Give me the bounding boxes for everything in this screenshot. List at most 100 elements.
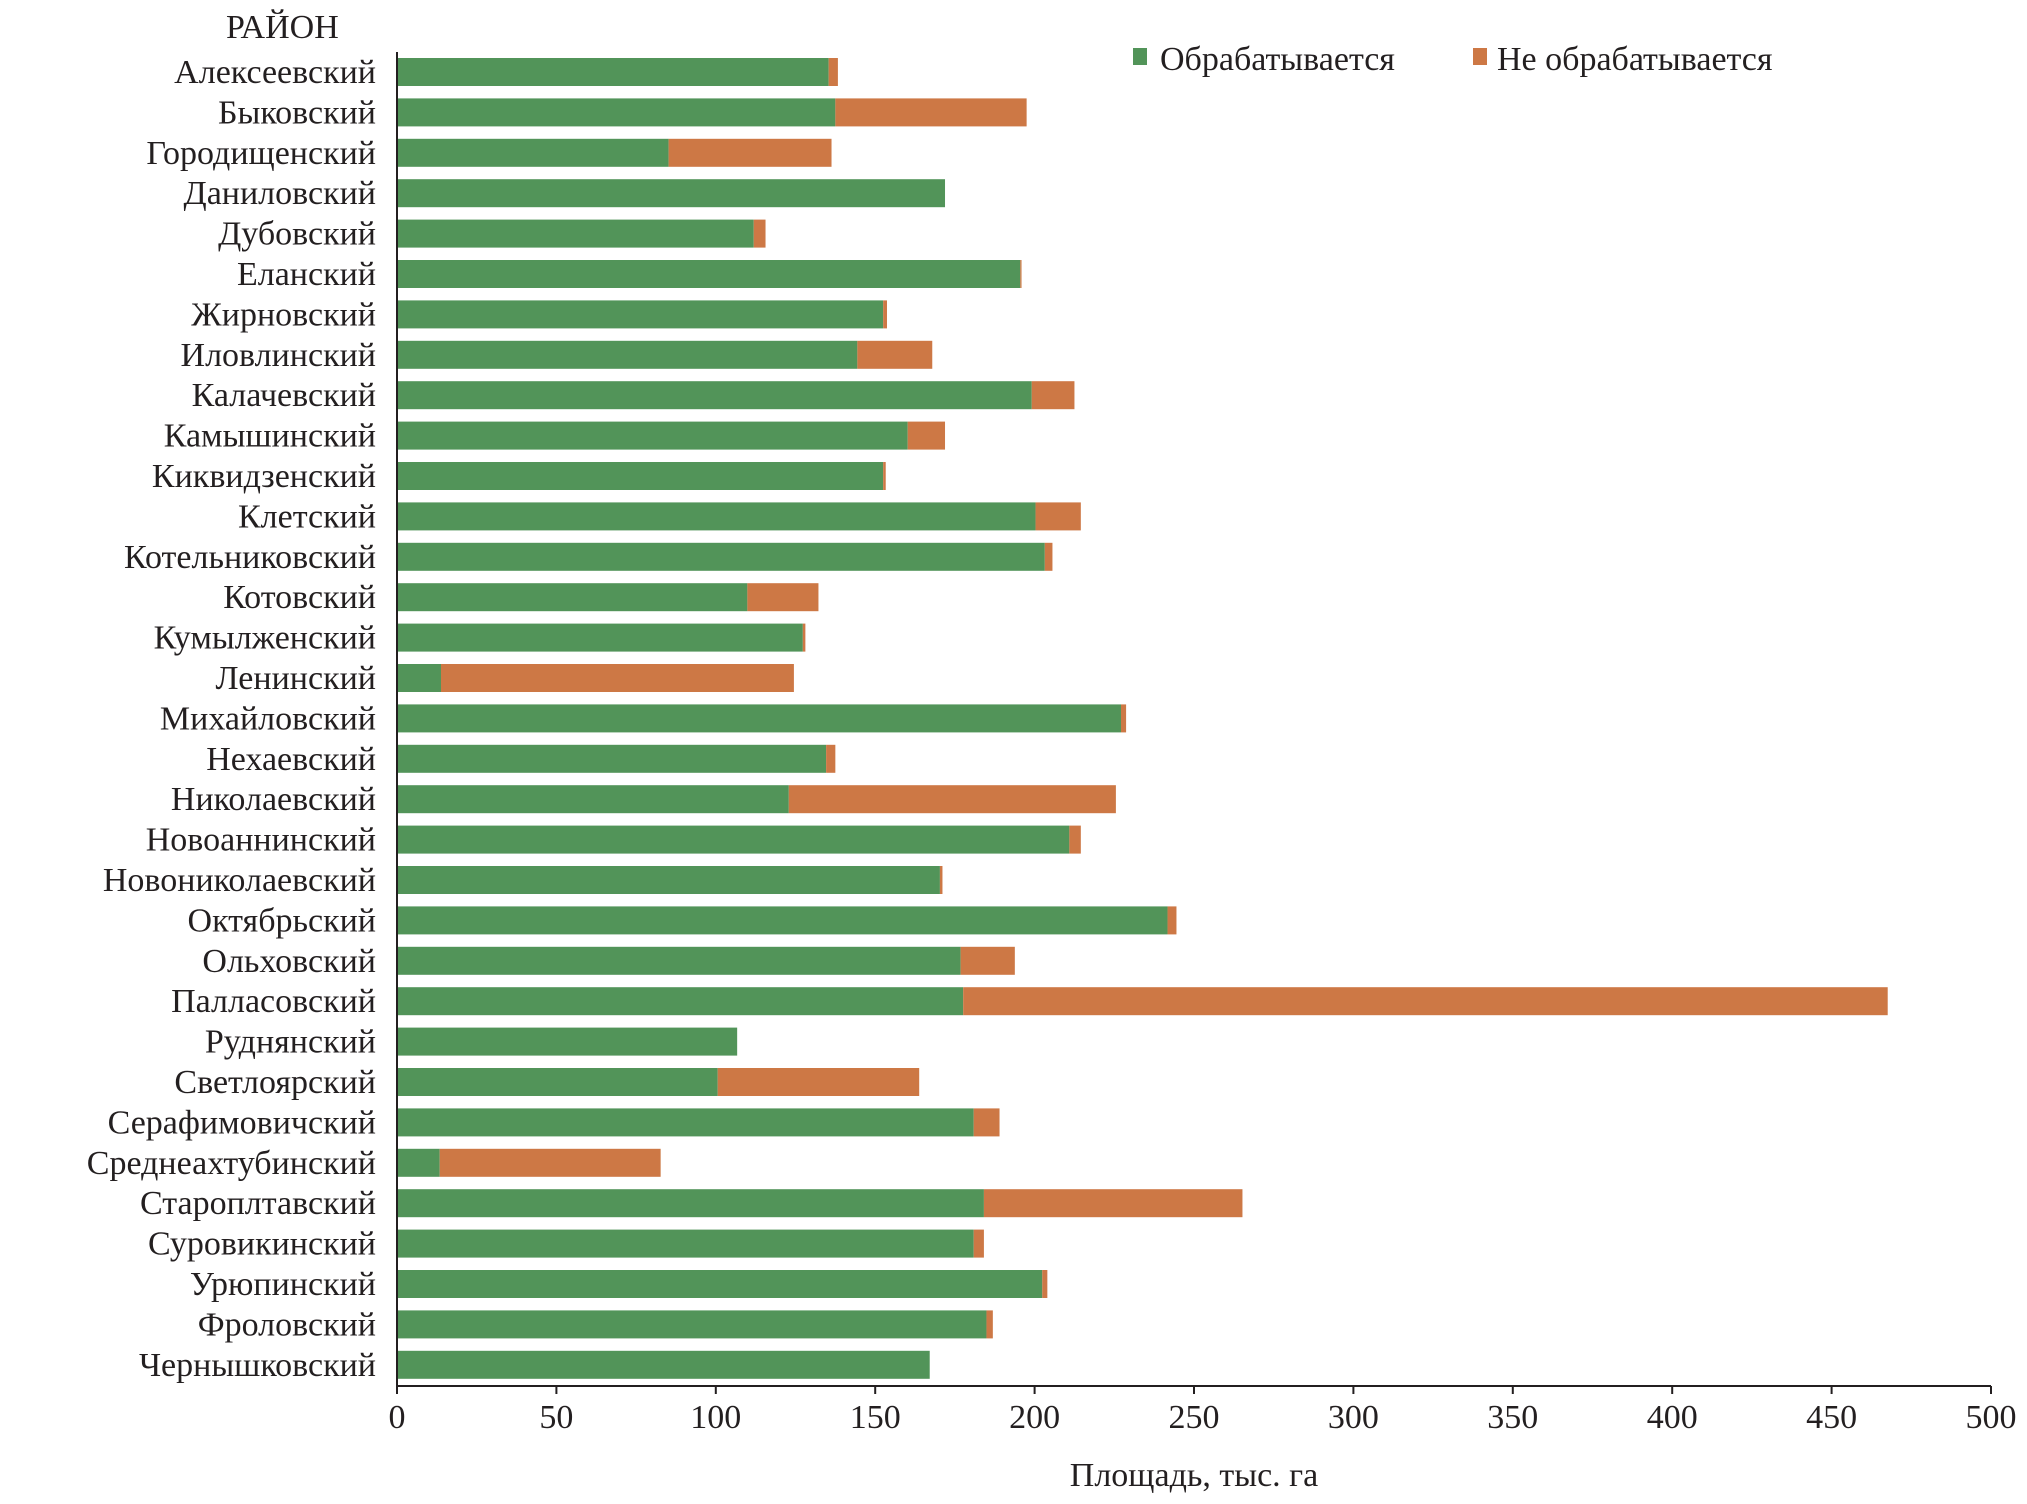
legend-label-unprocessed: Не обрабатывается <box>1497 41 1773 78</box>
bar-processed <box>397 1068 718 1096</box>
bar-processed <box>397 179 946 208</box>
category-label: Новониколаевский <box>103 862 376 899</box>
bar-processed <box>397 1148 440 1177</box>
category-label: Котельниковский <box>124 539 376 576</box>
legend-swatch-unprocessed <box>1473 48 1487 65</box>
bar-unprocessed <box>747 583 819 612</box>
category-label: Котовский <box>223 579 376 616</box>
bar-unprocessed <box>788 785 1116 814</box>
bar-processed <box>397 260 1021 288</box>
bar-unprocessed <box>828 58 838 86</box>
category-label: Ленинский <box>215 660 376 697</box>
category-label: Октябрьский <box>188 902 376 939</box>
category-label: Калачевский <box>192 377 376 414</box>
category-label: Дубовский <box>218 216 376 253</box>
bar-unprocessed <box>1044 542 1053 571</box>
bar-unprocessed <box>826 744 836 773</box>
category-label: Кумылженский <box>154 620 376 657</box>
category-label: Староплтавский <box>140 1185 376 1222</box>
bar-unprocessed <box>973 1108 1000 1137</box>
bar-processed <box>397 1229 974 1258</box>
bar-unprocessed <box>439 1148 661 1177</box>
bar-processed <box>397 583 748 612</box>
category-label: Урюпинский <box>190 1266 376 1303</box>
bar-processed <box>397 1189 984 1218</box>
bar-unprocessed <box>883 462 886 490</box>
bar-processed <box>397 785 789 814</box>
category-label: Руднянский <box>205 1024 376 1061</box>
legend-swatch-processed <box>1133 48 1147 65</box>
bar-processed <box>397 704 1121 733</box>
y-axis-title: РАЙОН <box>226 9 339 46</box>
category-label: Суровикинский <box>148 1226 376 1263</box>
bar-processed <box>397 664 441 692</box>
category-label: Палласовский <box>171 983 376 1020</box>
bar-unprocessed <box>963 987 1888 1016</box>
category-label: Киквидзенский <box>152 458 376 495</box>
category-label: Ольховский <box>202 943 376 980</box>
bar-processed <box>397 1270 1043 1298</box>
bar-unprocessed <box>1120 704 1127 733</box>
bar-processed <box>397 502 1036 531</box>
x-axis-title: Площадь, тыс. га <box>1070 1457 1318 1494</box>
bar-unprocessed <box>939 866 943 894</box>
bar-processed <box>397 1310 987 1339</box>
category-label: Быковский <box>218 94 376 131</box>
category-label: Даниловский <box>184 175 377 212</box>
category-label: Фроловский <box>198 1306 376 1343</box>
bar-processed <box>397 825 1070 854</box>
bar-unprocessed <box>1167 906 1177 935</box>
x-tick-label: 350 <box>1487 1399 1538 1436</box>
category-label: Чернышковский <box>139 1347 376 1384</box>
bar-processed <box>397 421 908 450</box>
bar-unprocessed <box>883 300 887 329</box>
bar-unprocessed <box>907 421 946 450</box>
x-tick-label: 300 <box>1328 1399 1379 1436</box>
x-ticks: 0 50 100 150 200 250 300 350 400 450 500 <box>389 1386 2017 1436</box>
bar-processed <box>397 300 884 329</box>
bar-processed <box>397 1027 738 1056</box>
x-tick-label: 50 <box>539 1399 573 1436</box>
category-label: Михайловский <box>160 700 376 737</box>
bar-unprocessed <box>1031 381 1075 410</box>
x-tick-label: 450 <box>1806 1399 1857 1436</box>
category-label: Клетский <box>238 498 376 535</box>
bar-unprocessed <box>973 1229 984 1258</box>
bar-unprocessed <box>857 340 933 369</box>
x-tick-label: 250 <box>1169 1399 1220 1436</box>
x-tick-label: 200 <box>1009 1399 1060 1436</box>
legend: Обрабатывается Не обрабатывается <box>1133 41 1773 78</box>
category-label: Городищенский <box>146 135 376 172</box>
category-label: Камышинский <box>164 418 376 455</box>
category-label: Новоаннинский <box>146 822 376 859</box>
category-label: Алексеевский <box>174 54 376 91</box>
bar-processed <box>397 1108 974 1137</box>
bar-processed <box>397 1350 930 1379</box>
bar-processed <box>397 946 961 975</box>
category-label: Жирновский <box>191 296 376 333</box>
bar-unprocessed <box>668 138 832 167</box>
bar-unprocessed <box>802 623 806 652</box>
category-label: Среднеахтубинский <box>87 1145 376 1182</box>
bar-processed <box>397 906 1168 935</box>
category-label: Светлоярский <box>174 1064 376 1101</box>
x-tick-label: 100 <box>690 1399 741 1436</box>
bar-processed <box>397 58 829 86</box>
x-tick-label: 0 <box>389 1399 406 1436</box>
bar-processed <box>397 138 669 167</box>
bar-unprocessed <box>1069 825 1081 854</box>
x-tick-label: 500 <box>1966 1399 2017 1436</box>
bar-processed <box>397 98 836 127</box>
bar-unprocessed <box>986 1310 993 1339</box>
bar-processed <box>397 987 964 1016</box>
bar-unprocessed <box>1020 260 1022 288</box>
category-label: Николаевский <box>171 781 376 818</box>
bar-unprocessed <box>983 1189 1243 1218</box>
bar-unprocessed <box>835 98 1027 127</box>
bar-processed <box>397 866 940 894</box>
bar-processed <box>397 542 1045 571</box>
bar-unprocessed <box>440 664 794 692</box>
bar-processed <box>397 381 1032 410</box>
